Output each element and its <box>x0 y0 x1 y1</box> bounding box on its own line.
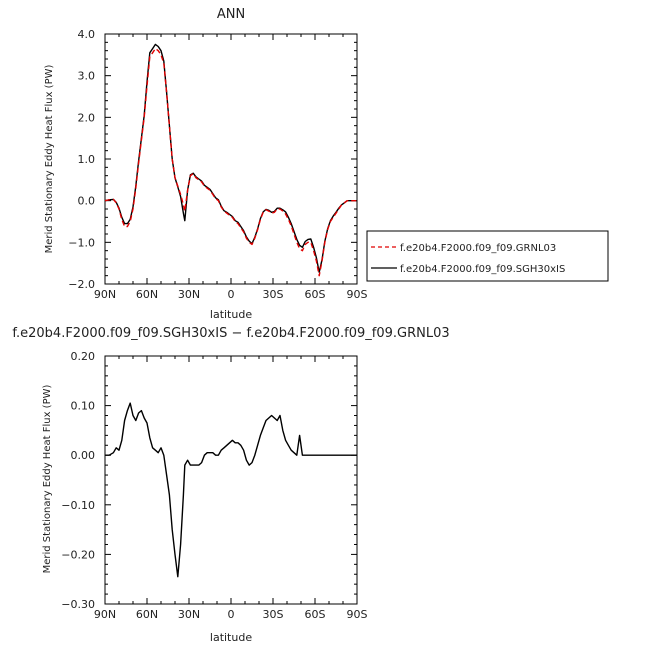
x-tick-label: 60N <box>136 288 158 301</box>
top-plot-title: ANN <box>217 7 245 22</box>
x-tick-label: 60S <box>305 608 326 621</box>
y-tick-label: 3.0 <box>78 70 96 83</box>
top-plot-x-axis-caption: latitude <box>210 308 252 321</box>
y-tick-label: 0.10 <box>71 400 96 413</box>
y-tick-label: −0.10 <box>61 499 95 512</box>
bottom-plot-frame <box>104 355 358 605</box>
legend-label-grnl03: f.e20b4.F2000.f09_f09.GRNL03 <box>400 243 556 254</box>
x-tick-label: 60N <box>136 608 158 621</box>
bottom-plot-y-axis-label: Merid Stationary Eddy Heat Flux (PW) <box>42 385 53 574</box>
y-tick-label: 0.20 <box>71 350 96 363</box>
x-tick-label: 0 <box>228 288 235 301</box>
x-tick-label: 30S <box>263 288 284 301</box>
bottom-plot-ticks: 90N 60N 30N 0 30S 60S 90S −0.30 −0.20 −0.10 0.00 0.… <box>61 350 367 621</box>
y-tick-label: 2.0 <box>78 111 96 124</box>
x-tick-label: 30N <box>178 288 200 301</box>
x-tick-label: 90S <box>347 608 368 621</box>
top-plot-lines <box>104 43 357 277</box>
x-tick-label: 60S <box>305 288 326 301</box>
y-tick-label: −0.20 <box>61 548 95 561</box>
bottom-plot-title: f.e20b4.F2000.f09_f09.SGH30xIS − f.e20b4… <box>12 326 449 341</box>
top-plot-y-axis-label: Merid Stationary Eddy Heat Flux (PW) <box>44 65 55 254</box>
top-plot-ticks: 90N 60N 30N 0 30S 60S 90S −2.0 −1.0 0.0 1.0 2.0 3.0 4… <box>68 28 367 301</box>
x-tick-label: 30N <box>178 608 200 621</box>
y-tick-label: −1.0 <box>68 236 95 249</box>
y-tick-label: 1.0 <box>78 153 96 166</box>
x-tick-label: 0 <box>228 608 235 621</box>
x-tick-label: 90S <box>347 288 368 301</box>
bottom-plot-x-axis-label: latitude <box>210 631 252 644</box>
bottom-plot-lines <box>105 402 357 578</box>
legend: f.e20b4.F2000.f09_f09.GRNL03 f.e20b4.F20… <box>366 230 609 282</box>
x-tick-label: 30S <box>263 608 284 621</box>
y-tick-label: −2.0 <box>68 278 95 291</box>
bottom-plot: f.e20b4.F2000.f09_f09.SGH30xIS − f.e20b4… <box>12 326 449 644</box>
series-line-solid <box>105 402 357 578</box>
y-tick-label: 0.0 <box>78 195 96 208</box>
y-tick-label: −0.30 <box>61 598 95 611</box>
x-tick-label: 90N <box>94 608 116 621</box>
series-line-dashed <box>104 47 357 277</box>
legend-label-sgh30xis: f.e20b4.F2000.f09_f09.SGH30xIS <box>400 264 565 275</box>
top-plot: ANN Merid Stationary Eddy Heat Flux (PW)… <box>44 7 368 301</box>
y-tick-label: 4.0 <box>78 28 96 41</box>
legend-box <box>366 230 609 282</box>
x-tick-label: 90N <box>94 288 116 301</box>
y-tick-label: 0.00 <box>71 449 96 462</box>
top-plot-frame <box>104 33 358 285</box>
series-line-solid <box>104 43 357 273</box>
